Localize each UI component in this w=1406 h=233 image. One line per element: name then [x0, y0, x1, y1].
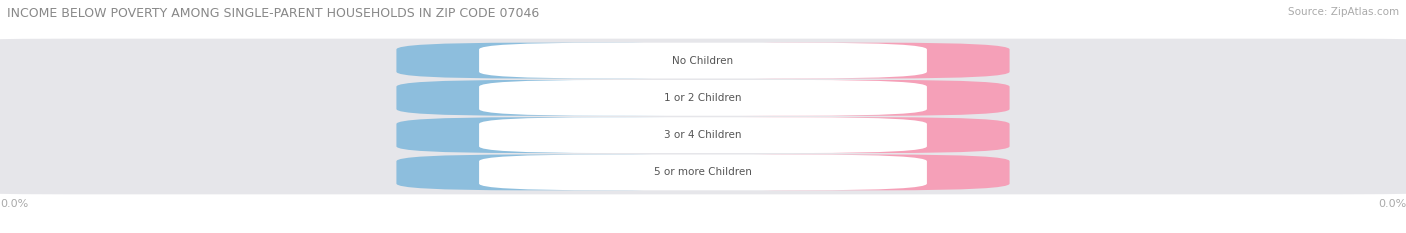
FancyBboxPatch shape	[679, 117, 1010, 153]
FancyBboxPatch shape	[0, 76, 1406, 120]
Text: Source: ZipAtlas.com: Source: ZipAtlas.com	[1288, 7, 1399, 17]
Text: 0.0%: 0.0%	[831, 56, 858, 65]
Text: 0.0%: 0.0%	[548, 130, 575, 140]
FancyBboxPatch shape	[396, 154, 727, 190]
FancyBboxPatch shape	[479, 117, 927, 153]
Legend: Single Father, Single Mother: Single Father, Single Mother	[599, 229, 807, 233]
Text: 1 or 2 Children: 1 or 2 Children	[664, 93, 742, 103]
FancyBboxPatch shape	[479, 80, 927, 116]
Text: 0.0%: 0.0%	[831, 130, 858, 140]
Text: 0.0%: 0.0%	[548, 168, 575, 177]
FancyBboxPatch shape	[679, 80, 1010, 116]
Bar	[14, 116, 1392, 154]
Text: 3 or 4 Children: 3 or 4 Children	[664, 130, 742, 140]
FancyBboxPatch shape	[479, 43, 927, 79]
Bar	[14, 42, 1392, 79]
FancyBboxPatch shape	[679, 154, 1010, 190]
FancyBboxPatch shape	[396, 43, 727, 79]
FancyBboxPatch shape	[0, 113, 1406, 157]
FancyBboxPatch shape	[479, 154, 927, 190]
FancyBboxPatch shape	[0, 39, 1406, 82]
Text: 0.0%: 0.0%	[831, 168, 858, 177]
FancyBboxPatch shape	[396, 80, 727, 116]
Text: 0.0%: 0.0%	[831, 93, 858, 103]
Text: 5 or more Children: 5 or more Children	[654, 168, 752, 177]
FancyBboxPatch shape	[679, 43, 1010, 79]
Text: No Children: No Children	[672, 56, 734, 65]
Bar	[14, 154, 1392, 191]
Text: 0.0%: 0.0%	[548, 93, 575, 103]
Text: 0.0%: 0.0%	[548, 56, 575, 65]
FancyBboxPatch shape	[0, 151, 1406, 194]
FancyBboxPatch shape	[396, 117, 727, 153]
Bar	[14, 79, 1392, 116]
Text: INCOME BELOW POVERTY AMONG SINGLE-PARENT HOUSEHOLDS IN ZIP CODE 07046: INCOME BELOW POVERTY AMONG SINGLE-PARENT…	[7, 7, 540, 20]
